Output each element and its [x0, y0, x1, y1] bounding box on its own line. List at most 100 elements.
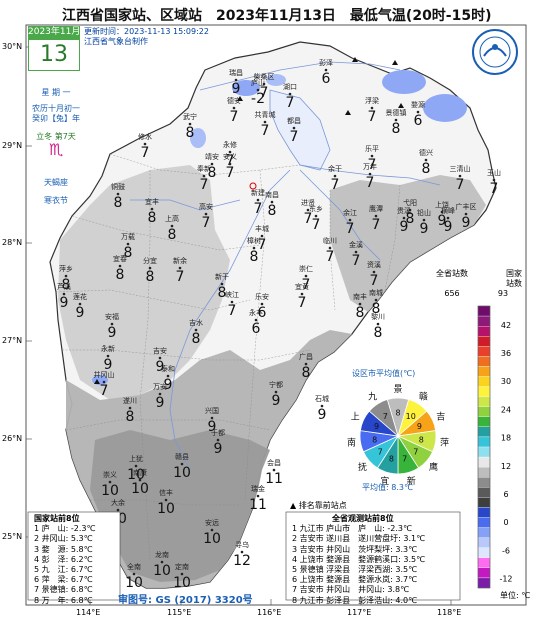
station-dot [262, 82, 266, 86]
station-value: 7 [141, 145, 150, 161]
rivers [130, 61, 441, 471]
station: 宜春 8 [113, 254, 127, 283]
station-value: 8 [168, 227, 177, 243]
colorbar-segment [477, 557, 491, 569]
station-dot [158, 392, 162, 396]
colorbar-segment [477, 456, 491, 468]
station-value: 8 [62, 277, 71, 293]
station-name: 赣县 [175, 452, 189, 461]
station-dot [216, 438, 220, 442]
pie-slice-label: 萍 [440, 438, 449, 449]
station-dot [272, 468, 276, 472]
station-value: 8 [250, 249, 259, 265]
station-dot [202, 174, 206, 178]
map-title: 江西省国家站、区域站 2023年11月13日 最低气温(20时-15时) [62, 8, 492, 24]
station: 宜黄 7 [295, 282, 309, 311]
station: 临川 7 [323, 236, 337, 265]
station-name: 湖口 [283, 82, 297, 91]
station-name: 安义 [223, 152, 237, 161]
province-rank-row: 8 九江市 彭泽县 彭泽浩山: 4.0℃ [292, 595, 418, 605]
station: 永修 7 [223, 140, 237, 169]
station: 德安 7 [227, 96, 241, 125]
station-dot [78, 302, 82, 306]
station: 于都 9 [211, 429, 225, 457]
pie-slice-label: 新 [407, 475, 416, 487]
cold-patch [266, 74, 286, 86]
station-value: 8 [372, 301, 381, 317]
station-value: 7 [226, 165, 235, 181]
national-rank-box [27, 511, 121, 601]
station-name: 南康 [133, 468, 147, 477]
station-name: 铜鼓 [111, 182, 125, 191]
station-name: 新余 [173, 256, 187, 265]
station-dot [210, 416, 214, 420]
station-value: 9 [420, 221, 429, 237]
station-name: 龙南 [155, 550, 169, 559]
station-dot [376, 322, 380, 326]
station-dot [108, 480, 112, 484]
map-approval-number: 审图号: GS (2017) 3320号 [118, 595, 253, 606]
station-dot [424, 158, 428, 162]
station-dot [274, 390, 278, 394]
station-name: 东乡 [309, 204, 323, 213]
station: 宁都 9 [269, 380, 283, 409]
station: 安福 9 [105, 312, 119, 341]
top-rank-triangle-icon [392, 60, 398, 65]
lat-label: 29°N [2, 141, 23, 150]
station: 鹰潭 7 [369, 204, 383, 233]
colorbar-segment [477, 527, 491, 538]
station-dot [118, 264, 122, 268]
station-name: 余江 [343, 208, 357, 217]
station-name: 崇义 [103, 471, 117, 479]
station-value: 12 [233, 553, 251, 569]
colorbar-segment [477, 366, 491, 377]
colorbar-tick-label: -6 [502, 546, 510, 555]
station-value: 11 [249, 497, 267, 513]
station: 乐平 7 [365, 144, 379, 173]
colorbar-segment [477, 416, 491, 428]
poyang-lake [269, 89, 331, 171]
station-dot [288, 92, 292, 96]
station-dot [370, 106, 374, 110]
station: 新余 7 [173, 256, 187, 285]
station-dot [228, 150, 232, 154]
national-rank-row: 1 庐 山: -2.3℃ [34, 524, 96, 534]
station: 三清山 7 [450, 164, 471, 193]
station: 崇仁 7 [299, 264, 313, 293]
station-dot [116, 192, 120, 196]
station-value: 7 [230, 109, 239, 125]
station: 余江 7 [343, 208, 357, 237]
station-dot [374, 214, 378, 218]
station-name: 新干 [215, 272, 229, 281]
station-name: 萍乡 [59, 264, 73, 273]
station-value: 9 [444, 219, 453, 235]
station: 横峰9 [441, 206, 455, 235]
station: 广丰区 9 [456, 202, 477, 231]
station-name: 共青城 [255, 110, 276, 119]
station-dot [324, 68, 328, 72]
station-name: 广丰区 [456, 202, 477, 211]
station-value: 8 [192, 331, 201, 347]
station: 新建 7 [251, 188, 265, 217]
station-dot [358, 302, 362, 306]
station-value: 7 [490, 181, 499, 197]
station-dot [492, 178, 496, 182]
colorbar-segment [477, 487, 491, 498]
station-dot [170, 224, 174, 228]
station-dot [64, 274, 68, 278]
lon-label: 117°E [347, 608, 372, 617]
station-name: 芦溪 [57, 282, 71, 291]
station-layer: 瑞昌 9 庐山 -2 柴桑区 7 德安 7 湖口 7 彭泽 6 武宁 8 共青城 7 都昌 7 浮梁 7 景德镇 8 婺源 6… [57, 57, 501, 591]
station-dot [422, 218, 426, 222]
station-name: 全南 [127, 562, 141, 571]
national-rank-list: 国家站前8位 1 庐 山: -2.3℃ 2 井冈山: 5.3℃ 3 婺 源: 5.8… [34, 514, 95, 606]
station-dot [220, 282, 224, 286]
station-value: 7 [100, 383, 109, 399]
national-rank-title: 国家站前8位 [34, 514, 80, 523]
station-name: 寻乌 [235, 540, 249, 549]
pie-slice-value: 10 [406, 412, 416, 421]
date-box: 2023年11月 13 [28, 26, 80, 71]
province-rank-rows: 1 九江市 庐山市 庐 山: -2.3℃ 2 吉安市 遂川县 遂川营盘圩: 3.1… [292, 524, 425, 606]
pie-slice-label: 赣 [419, 390, 428, 402]
station: 贵溪 9 [397, 206, 411, 235]
